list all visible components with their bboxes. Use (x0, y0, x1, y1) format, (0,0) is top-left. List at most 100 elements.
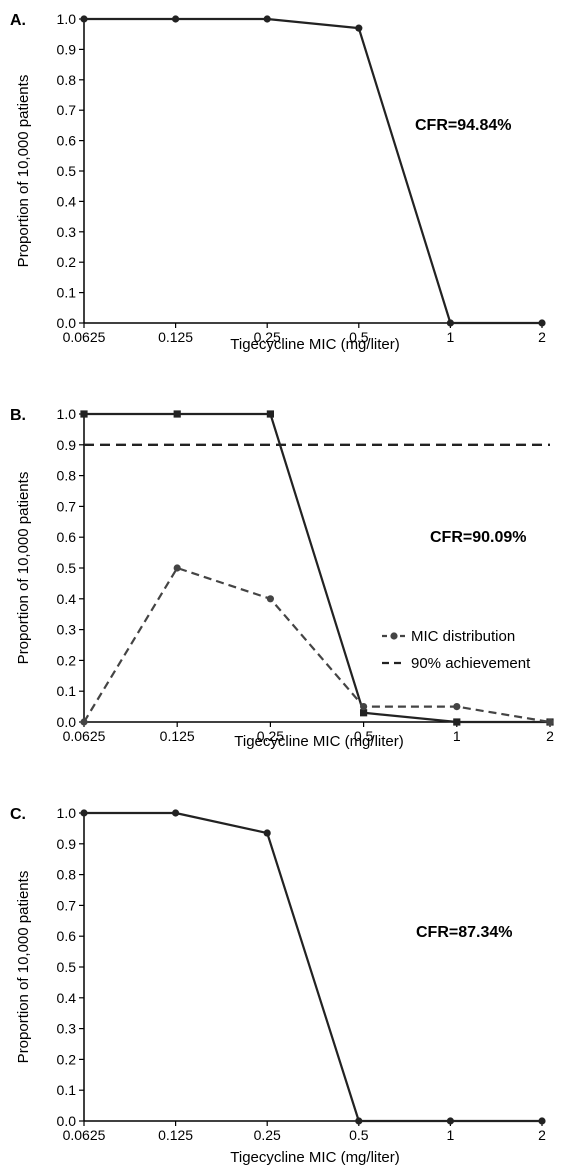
data-point (172, 809, 180, 817)
chart-panel-a: A. 0.0 0.1 0.2 0.3 0.4 0.5 0.6 0.7 0.8 0.9 1.0 0.062… (10, 11, 546, 353)
x-tick-label: 0.25 (257, 728, 284, 744)
y-tick-label: 0.1 (57, 1082, 77, 1098)
y-tick-label: 0.6 (57, 133, 77, 149)
series-line-0 (84, 811, 542, 1123)
data-point (453, 703, 461, 711)
y-tick-label: 0.8 (57, 867, 77, 883)
x-tick-label: 0.25 (254, 329, 281, 345)
y-tick-label: 0.2 (57, 254, 77, 270)
data-point (263, 829, 271, 837)
x-axis-title: Tigecycline MIC (mg/liter) (234, 733, 403, 750)
y-tick-label: 1.0 (57, 805, 77, 821)
data-point (446, 1117, 454, 1125)
data-point (80, 410, 88, 418)
data-point (266, 410, 274, 418)
data-point (538, 1117, 546, 1125)
data-point (538, 319, 546, 327)
legend-item: 90% achievement (382, 655, 531, 672)
data-point (173, 410, 181, 418)
y-tick-label: 0.3 (57, 622, 77, 638)
y-tick-label: 1.0 (57, 11, 77, 27)
x-tick-label: 1 (453, 728, 461, 744)
y-tick-label: 0.8 (57, 72, 77, 88)
x-tick-label: 0.0625 (63, 1127, 106, 1143)
data-point (355, 24, 363, 32)
data-point (173, 564, 181, 572)
legend-label: MIC distribution (411, 628, 515, 645)
y-axis-title: Proportion of 10,000 patients (15, 75, 32, 268)
y-tick-label: 0.0 (57, 714, 77, 730)
y-tick-label: 0.3 (57, 224, 77, 240)
y-tick-label: 0.9 (57, 437, 77, 453)
x-tick-label: 1 (447, 329, 455, 345)
y-tick-label: 0.7 (57, 498, 77, 514)
legend-label: 90% achievement (411, 655, 531, 672)
y-tick-label: 0.4 (57, 990, 77, 1006)
x-tick-label: 0.5 (349, 329, 369, 345)
data-point (360, 703, 368, 711)
y-tick-label: 0.3 (57, 1021, 77, 1037)
x-tick-label: 0.125 (158, 1127, 193, 1143)
panel-label: B. (10, 407, 26, 424)
x-tick-label: 2 (538, 1127, 546, 1143)
y-tick-label: 0.7 (57, 102, 77, 118)
chart-panel-b: B. 0.0 0.1 0.2 0.3 0.4 0.5 0.6 0.7 0.8 0.9 1.0 0.062… (10, 406, 554, 750)
y-tick-label: 0.4 (57, 591, 77, 607)
x-tick-label: 2 (538, 329, 546, 345)
y-tick-label: 0.5 (57, 959, 77, 975)
series-line-0 (84, 412, 550, 724)
x-tick-label: 2 (546, 728, 554, 744)
x-tick-label: 0.0625 (63, 728, 106, 744)
data-point (360, 709, 368, 717)
cfr-annotation: CFR=87.34% (416, 924, 513, 941)
data-point (80, 718, 88, 726)
y-tick-label: 0.8 (57, 468, 77, 484)
cfr-annotation: CFR=94.84% (415, 117, 512, 134)
data-point (546, 718, 554, 726)
y-tick-label: 0.4 (57, 193, 77, 209)
data-point (80, 15, 88, 23)
data-point (172, 15, 180, 23)
data-point (80, 809, 88, 817)
legend-swatch-marker (390, 632, 398, 640)
y-tick-label: 0.5 (57, 560, 77, 576)
x-axis-title: Tigecycline MIC (mg/liter) (230, 1149, 399, 1166)
y-tick-label: 0.6 (57, 529, 77, 545)
y-tick-label: 1.0 (57, 406, 77, 422)
data-point (446, 319, 454, 327)
data-point (266, 595, 274, 603)
series-line-0 (84, 17, 542, 325)
x-tick-label: 0.125 (158, 329, 193, 345)
panel-label: C. (10, 806, 26, 823)
cfr-annotation: CFR=90.09% (430, 529, 527, 546)
data-point (453, 718, 461, 726)
y-tick-label: 0.0 (57, 315, 77, 331)
y-tick-label: 0.9 (57, 836, 77, 852)
y-tick-label: 0.1 (57, 683, 77, 699)
y-tick-label: 0.1 (57, 285, 77, 301)
data-point (263, 15, 271, 23)
y-tick-label: 0.6 (57, 928, 77, 944)
y-axis-title: Proportion of 10,000 patients (15, 472, 32, 665)
y-tick-label: 0.5 (57, 163, 77, 179)
x-tick-label: 0.125 (160, 728, 195, 744)
y-tick-label: 0.2 (57, 1051, 77, 1067)
x-tick-label: 0.0625 (63, 329, 106, 345)
x-axis-title: Tigecycline MIC (mg/liter) (230, 336, 399, 353)
data-point (355, 1117, 363, 1125)
x-tick-label: 1 (447, 1127, 455, 1143)
legend: MIC distribution 90% achievement (382, 628, 531, 672)
y-tick-label: 0.0 (57, 1113, 77, 1129)
x-tick-label: 0.5 (354, 728, 374, 744)
chart-panel-c: C. 0.0 0.1 0.2 0.3 0.4 0.5 0.6 0.7 0.8 0.9 1.0 0.062… (10, 805, 546, 1166)
y-tick-label: 0.7 (57, 897, 77, 913)
x-tick-label: 0.25 (254, 1127, 281, 1143)
legend-item: MIC distribution (382, 628, 515, 645)
series-line-1 (83, 566, 551, 724)
y-axis-title: Proportion of 10,000 patients (15, 871, 32, 1064)
x-tick-label: 0.5 (349, 1127, 369, 1143)
panel-label: A. (10, 12, 26, 29)
y-tick-label: 0.9 (57, 41, 77, 57)
y-tick-label: 0.2 (57, 652, 77, 668)
